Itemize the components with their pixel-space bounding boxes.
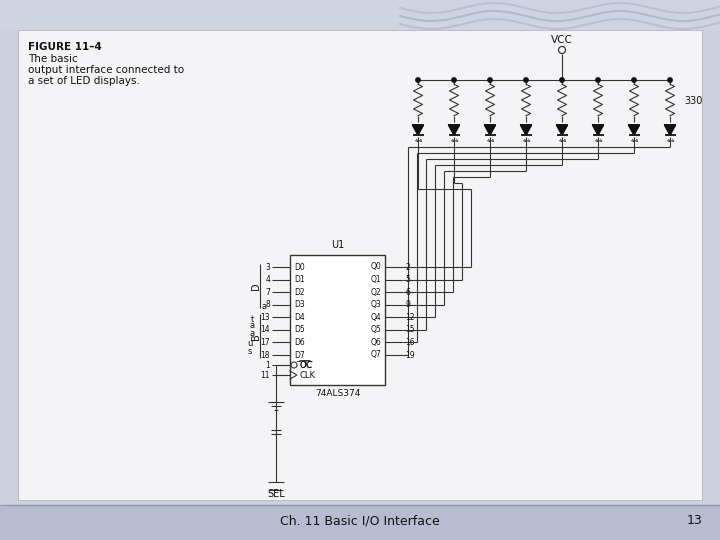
Text: OC: OC (300, 361, 312, 369)
Text: 13: 13 (687, 515, 703, 528)
Circle shape (488, 78, 492, 82)
Text: a set of LED displays.: a set of LED displays. (28, 76, 140, 86)
Text: 14: 14 (261, 326, 270, 334)
Text: Q4: Q4 (370, 313, 381, 322)
Bar (0, 505, 720, 540)
Text: 12: 12 (405, 313, 415, 322)
Circle shape (596, 78, 600, 82)
Circle shape (668, 78, 672, 82)
Text: CLK: CLK (299, 370, 315, 380)
Text: U1: U1 (331, 240, 344, 250)
Text: 17: 17 (261, 338, 270, 347)
Text: Q1: Q1 (370, 275, 381, 284)
Text: 13: 13 (261, 313, 270, 322)
Text: Q6: Q6 (370, 338, 381, 347)
Text: t: t (251, 315, 253, 324)
Text: FIGURE 11–4: FIGURE 11–4 (28, 42, 109, 52)
Text: 2: 2 (405, 262, 410, 272)
Text: u: u (247, 339, 253, 348)
Text: 74ALS374: 74ALS374 (315, 389, 360, 398)
Polygon shape (593, 125, 603, 135)
Text: 5: 5 (405, 275, 410, 284)
Text: SEL: SEL (267, 489, 285, 499)
Text: 19: 19 (405, 350, 415, 360)
Text: Q2: Q2 (370, 288, 381, 296)
Text: Q7: Q7 (370, 350, 381, 360)
Text: a: a (249, 321, 255, 330)
Text: 15: 15 (405, 326, 415, 334)
Text: D4: D4 (294, 313, 305, 322)
Bar (0, 0, 720, 30)
Text: D5: D5 (294, 326, 305, 334)
Bar (290, 255, 385, 385)
Polygon shape (485, 125, 495, 135)
Text: The basic: The basic (28, 54, 78, 64)
Text: D6: D6 (294, 338, 305, 347)
Text: D3: D3 (294, 300, 305, 309)
Text: B: B (251, 333, 261, 340)
Text: 1: 1 (265, 361, 270, 369)
Text: Q5: Q5 (370, 326, 381, 334)
Text: a: a (249, 329, 255, 338)
Text: 7: 7 (265, 288, 270, 296)
Text: 16: 16 (405, 338, 415, 347)
Text: D1: D1 (294, 275, 305, 284)
Text: 8: 8 (265, 300, 270, 309)
Circle shape (632, 78, 636, 82)
Text: 3: 3 (265, 262, 270, 272)
Polygon shape (665, 125, 675, 135)
Text: a: a (261, 302, 266, 311)
Text: 9: 9 (405, 300, 410, 309)
Text: s: s (248, 347, 252, 356)
Text: VCC: VCC (551, 35, 573, 45)
Circle shape (560, 78, 564, 82)
Circle shape (559, 46, 565, 53)
Text: 4: 4 (265, 275, 270, 284)
Text: Q0: Q0 (370, 262, 381, 272)
Text: Q3: Q3 (370, 300, 381, 309)
Text: D2: D2 (294, 288, 305, 296)
Text: output interface connected to: output interface connected to (28, 65, 184, 75)
Circle shape (523, 78, 528, 82)
Text: 6: 6 (405, 288, 410, 296)
Circle shape (291, 362, 297, 368)
Polygon shape (629, 125, 639, 135)
Polygon shape (449, 125, 459, 135)
Text: Ch. 11 Basic I/O Interface: Ch. 11 Basic I/O Interface (280, 515, 440, 528)
Text: D0: D0 (294, 262, 305, 272)
Circle shape (452, 78, 456, 82)
Text: D: D (251, 282, 261, 289)
Circle shape (416, 78, 420, 82)
Bar (18, 30, 702, 500)
Polygon shape (521, 125, 531, 135)
Text: ̅O̅C̅: ̅O̅C̅ (300, 361, 312, 369)
Polygon shape (557, 125, 567, 135)
Text: D7: D7 (294, 350, 305, 360)
Text: 330: 330 (684, 96, 703, 106)
Text: 11: 11 (261, 370, 270, 380)
Polygon shape (413, 125, 423, 135)
Text: 18: 18 (261, 350, 270, 360)
